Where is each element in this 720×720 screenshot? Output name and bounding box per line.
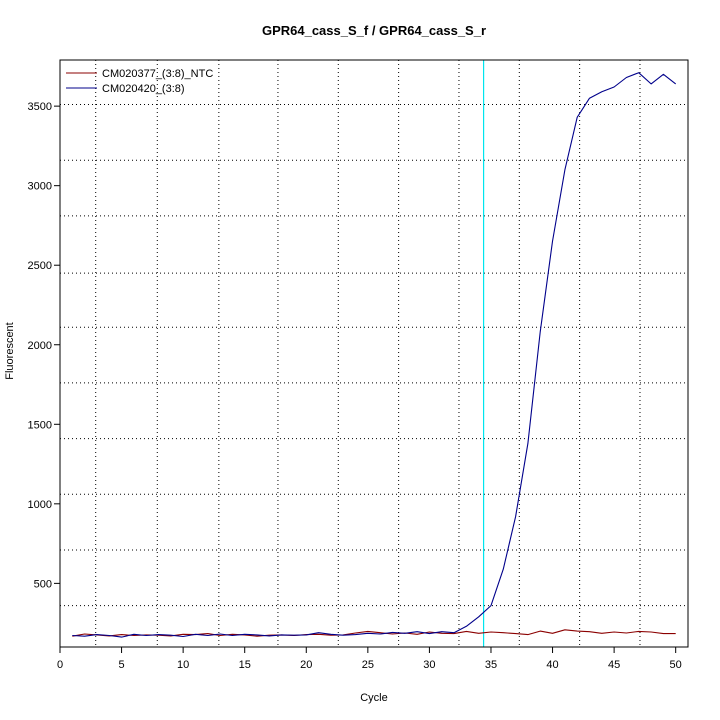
legend-label: CM020420_(3:8)	[102, 83, 185, 95]
grid-lines	[60, 60, 688, 647]
y-tick-label: 500	[34, 578, 52, 590]
y-tick-label: 3500	[28, 101, 52, 113]
x-axis-label: Cycle	[360, 692, 388, 704]
plot-frame	[59, 59, 689, 648]
y-tick-label: 3000	[28, 181, 52, 193]
y-tick-label: 2000	[28, 340, 52, 352]
x-tick-label: 5	[119, 659, 125, 671]
axes: 0 5 10 15 20 25 30 35 40 45 50 500 1000 1500 2000 2500 3…	[28, 59, 689, 671]
x-tick-label: 25	[362, 659, 374, 671]
chart-title: GPR64_cass_S_f / GPR64_cass_S_r	[262, 23, 486, 38]
x-tick-label: 20	[300, 659, 312, 671]
x-tick-label: 50	[670, 659, 682, 671]
x-tick-label: 35	[485, 659, 497, 671]
legend: CM020377_(3:8)_NTC CM020420_(3:8)	[66, 68, 213, 95]
y-tick-label: 1500	[28, 419, 52, 431]
series-line	[72, 72, 677, 638]
series-lines	[72, 72, 677, 638]
x-tick-label: 30	[423, 659, 435, 671]
legend-label: CM020377_(3:8)_NTC	[102, 68, 213, 80]
x-tick-label: 0	[57, 659, 63, 671]
y-tick-label: 1000	[28, 499, 52, 511]
y-axis-label: Fluorescent	[4, 322, 16, 379]
x-tick-label: 45	[608, 659, 620, 671]
x-tick-label: 10	[177, 659, 189, 671]
x-tick-label: 15	[239, 659, 251, 671]
x-tick-label: 40	[546, 659, 558, 671]
y-tick-label: 2500	[28, 260, 52, 272]
